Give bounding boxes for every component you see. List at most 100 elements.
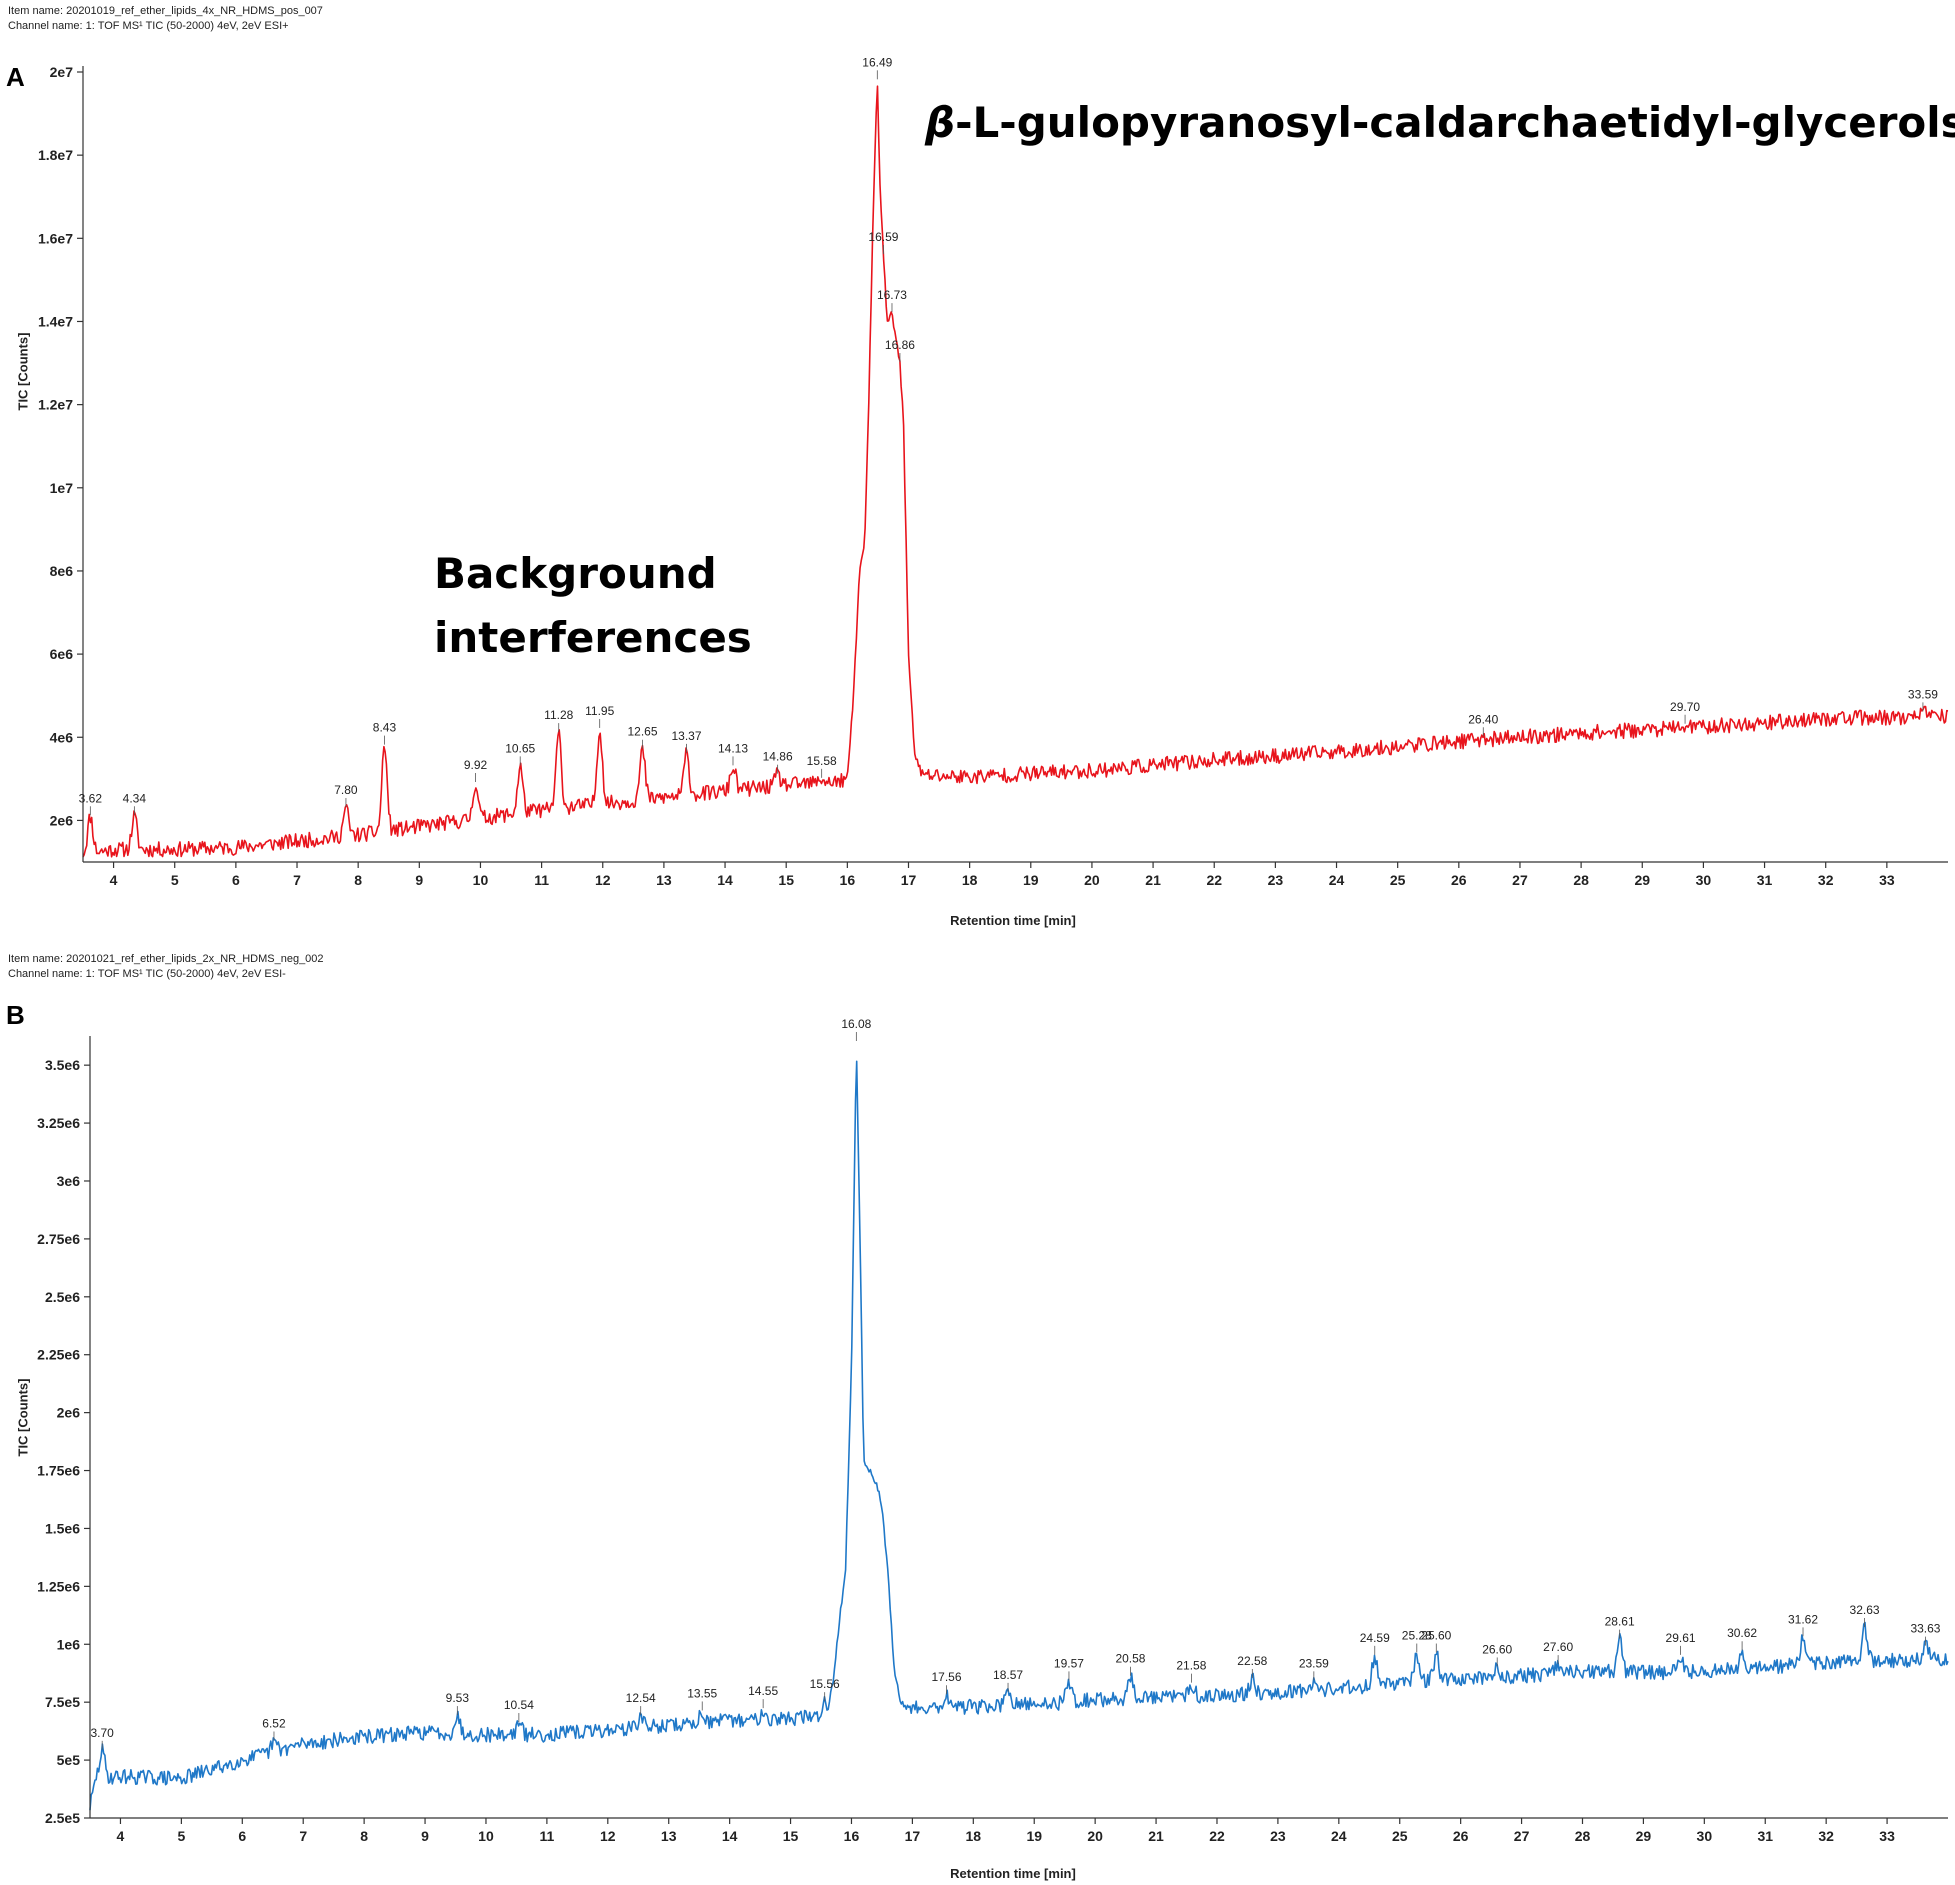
x-tick-label: 16 — [844, 1828, 860, 1844]
peak-label: 14.86 — [763, 750, 793, 764]
x-tick-label: 12 — [600, 1828, 616, 1844]
peak-label: 16.73 — [877, 288, 907, 302]
peak-label: 18.57 — [993, 1668, 1023, 1682]
peak-label: 11.95 — [585, 704, 614, 718]
peak-label: 3.70 — [91, 1726, 115, 1740]
item-name-a: Item name: 20201019_ref_ether_lipids_4x_… — [8, 5, 323, 17]
peak-label: 19.57 — [1054, 1656, 1084, 1670]
y-tick-label: 1.8e7 — [38, 147, 73, 163]
x-tick-label: 22 — [1209, 1828, 1225, 1844]
y-tick-label: 1.6e7 — [38, 230, 73, 246]
x-tick-label: 13 — [661, 1828, 677, 1844]
x-tick-label: 20 — [1087, 1828, 1103, 1844]
x-tick-label: 14 — [717, 872, 733, 888]
chromatogram-panel-a: Item name: 20201019_ref_ether_lipids_4x_… — [0, 0, 1955, 935]
x-tick-label: 23 — [1270, 1828, 1286, 1844]
peak-label: 22.58 — [1237, 1654, 1267, 1668]
chart-a-svg: 2e6 4e6 6e6 8e6 1e7 1.2e7 1.4e7 1.6e7 1.8e7 2e7 4 5… — [38, 55, 1955, 928]
panel-b-metadata: Item name: 20201021_ref_ether_lipids_2x_… — [8, 952, 324, 982]
peak-label: 26.40 — [1468, 712, 1498, 726]
x-tick-label: 31 — [1757, 1828, 1773, 1844]
x-tick-label: 26 — [1451, 872, 1467, 888]
peak-label: 11.28 — [544, 708, 573, 722]
y-tick-label: 2e6 — [57, 1405, 81, 1421]
x-tick-label: 19 — [1023, 872, 1039, 888]
peak-label: 7.80 — [334, 783, 358, 797]
x-tick-label: 6 — [238, 1828, 246, 1844]
y-tick-label: 1e7 — [50, 480, 74, 496]
peak-label: 13.37 — [672, 729, 702, 743]
annotation-title-text: -L-gulopyranosyl-caldarchaetidyl-glycero… — [955, 98, 1955, 147]
y-tick-label: 1.25e6 — [37, 1578, 80, 1594]
peak-label: 15.58 — [807, 754, 837, 768]
chromatogram-panel-b: Item name: 20201021_ref_ether_lipids_2x_… — [0, 948, 1955, 1885]
y-tick-label: 1.5e6 — [45, 1520, 80, 1536]
chart-b-svg: 2.5e5 5e5 7.5e5 1e6 1.25e6 1.5e6 1.75e6 2e6 2.25… — [37, 1017, 1949, 1881]
x-tick-label: 8 — [354, 872, 362, 888]
y-tick-label: 2.5e5 — [45, 1810, 80, 1826]
x-tick-label: 27 — [1514, 1828, 1530, 1844]
y-tick-label: 2.25e6 — [37, 1347, 80, 1363]
peak-label: 12.65 — [627, 725, 657, 739]
x-tick-label: 27 — [1512, 872, 1528, 888]
x-tick-label: 15 — [778, 872, 794, 888]
y-tick-label: 8e6 — [50, 563, 74, 579]
peak-label: 9.92 — [464, 758, 488, 772]
peak-label: 21.58 — [1176, 1659, 1206, 1673]
x-tick-label: 30 — [1697, 1828, 1713, 1844]
x-tick-label: 9 — [421, 1828, 429, 1844]
x-tick-label: 11 — [534, 872, 549, 888]
peak-label: 10.54 — [504, 1698, 534, 1712]
x-tick-label: 6 — [232, 872, 240, 888]
y-tick-label: 1e6 — [57, 1636, 81, 1652]
x-tick-label: 4 — [117, 1828, 125, 1844]
x-axis-label-a: Retention time [min] — [950, 913, 1076, 928]
x-tick-label: 8 — [360, 1828, 368, 1844]
x-tick-label: 17 — [901, 872, 917, 888]
x-tick-label: 10 — [478, 1828, 494, 1844]
peak-label: 4.34 — [123, 791, 147, 805]
x-tick-label: 26 — [1453, 1828, 1469, 1844]
x-tick-label: 29 — [1636, 1828, 1652, 1844]
peak-label: 23.59 — [1299, 1656, 1329, 1670]
x-tick-label: 29 — [1634, 872, 1650, 888]
y-tick-label: 1.2e7 — [38, 397, 73, 413]
x-tick-label: 33 — [1879, 1828, 1895, 1844]
peak-label: 12.54 — [626, 1691, 656, 1705]
y-tick-label: 3.5e6 — [45, 1057, 80, 1073]
channel-name-a: Channel name: 1: TOF MS¹ TIC (50-2000) 4… — [8, 20, 289, 32]
peak-label: 10.65 — [505, 741, 535, 755]
x-tick-label: 25 — [1392, 1828, 1408, 1844]
y-tick-label: 2.75e6 — [37, 1231, 80, 1247]
peak-label: 8.43 — [373, 721, 397, 735]
x-tick-label: 23 — [1268, 872, 1284, 888]
y-tick-label: 2e6 — [50, 812, 74, 828]
peak-label: 29.61 — [1666, 1631, 1696, 1645]
panel-letter-b: B — [6, 1000, 25, 1030]
y-tick-label: 7.5e5 — [45, 1694, 80, 1710]
annotation-background-line1: Background — [434, 549, 717, 598]
peak-label: 13.55 — [687, 1686, 717, 1700]
x-tick-label: 28 — [1575, 1828, 1591, 1844]
x-tick-label: 30 — [1696, 872, 1712, 888]
x-tick-label: 19 — [1026, 1828, 1042, 1844]
x-tick-label: 21 — [1145, 872, 1161, 888]
x-tick-label: 12 — [595, 872, 611, 888]
peak-label: 25.28 — [1402, 1629, 1432, 1643]
peak-label: 25.60 — [1421, 1629, 1451, 1643]
x-tick-label: 17 — [905, 1828, 921, 1844]
x-tick-label: 9 — [415, 872, 423, 888]
peak-label: 16.59 — [868, 230, 898, 244]
peak-label: 17.56 — [931, 1670, 961, 1684]
x-tick-label: 7 — [299, 1828, 307, 1844]
peak-label: 29.70 — [1670, 700, 1700, 714]
annotation-title-a: β-L-gulopyranosyl-caldarchaetidyl-glycer… — [924, 98, 1955, 147]
peak-label: 16.08 — [841, 1017, 871, 1031]
panel-a-metadata: Item name: 20201019_ref_ether_lipids_4x_… — [8, 4, 323, 34]
x-tick-label: 20 — [1084, 872, 1100, 888]
x-tick-label: 32 — [1818, 872, 1834, 888]
channel-name-b: Channel name: 1: TOF MS¹ TIC (50-2000) 4… — [8, 968, 286, 980]
peak-label: 26.60 — [1482, 1642, 1512, 1656]
chart-b-series-line — [89, 1060, 1949, 1811]
x-tick-label: 15 — [783, 1828, 799, 1844]
